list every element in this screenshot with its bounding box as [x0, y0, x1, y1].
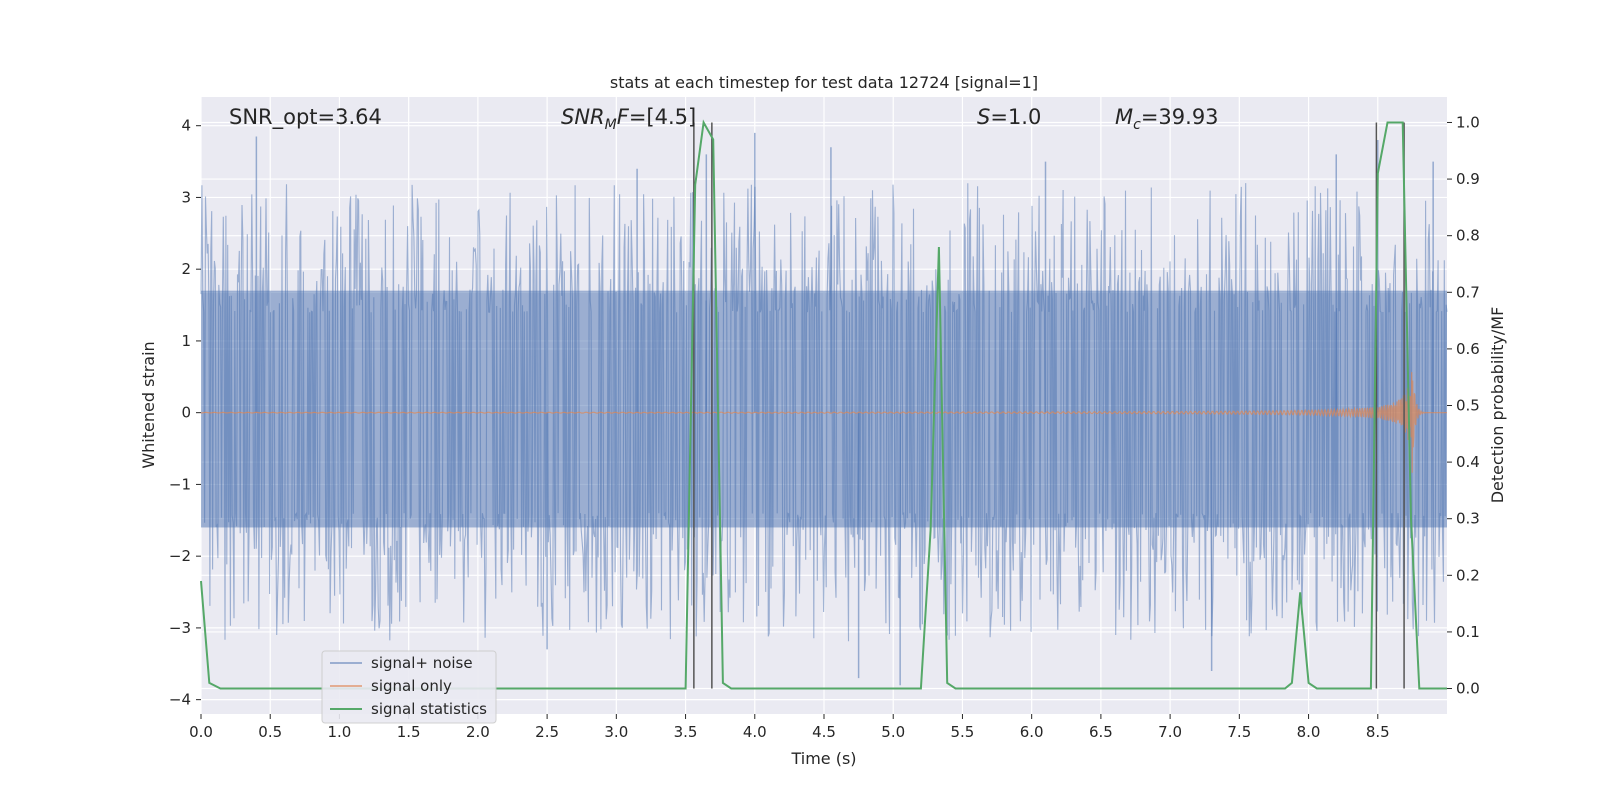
y2-axis-label: Detection probability/MF: [1488, 307, 1507, 504]
y2-tick-label-4: 0.4: [1456, 453, 1480, 471]
y-tick-label-6: 2: [181, 260, 191, 278]
x-axis-label: Time (s): [790, 749, 856, 768]
annotation-s: S=1.0: [977, 105, 1041, 129]
signal-only-series: [201, 372, 1447, 473]
x-tick-label-3: 1.5: [397, 723, 421, 741]
x-tick-label-14: 7.0: [1158, 723, 1182, 741]
x-tick-label-5: 2.5: [535, 723, 559, 741]
y-tick-label-7: 3: [181, 188, 191, 206]
x-tick-label-2: 1.0: [328, 723, 352, 741]
chirp-trace: [201, 372, 1447, 473]
x-tick-label-10: 5.0: [881, 723, 905, 741]
y2-tick-label-5: 0.5: [1456, 397, 1480, 415]
x-axis-ticks: 0.0 0.5 1.0 1.5 2.0 2.5 3.0 3.5 4.0 4.5 5.0 5.5 6.0 6…: [189, 714, 1390, 741]
y2-tick-label-2: 0.2: [1456, 566, 1480, 584]
legend-label-signal: signal only: [371, 677, 452, 695]
legend-label-noise: signal+ noise: [371, 654, 473, 672]
y2-tick-label-1: 0.1: [1456, 623, 1480, 641]
statistics-line: [200, 119, 1447, 690]
noise-trace: [200, 183, 1448, 642]
y-tick-label-2: −2: [169, 547, 191, 565]
x-tick-label-7: 3.5: [674, 723, 698, 741]
y-axis-ticks: −4 −3 −2 −1 0 1 2 3 4: [169, 117, 201, 709]
y2-axis-ticks: 0.0 0.1 0.2 0.3 0.4 0.5 0.6 0.7 0.8 0.9 1.0: [1447, 113, 1480, 698]
y-tick-label-4: 0: [181, 404, 191, 422]
x-tick-label-9: 4.5: [812, 723, 836, 741]
y2-tick-label-6: 0.6: [1456, 340, 1480, 358]
y2-tick-label-3: 0.3: [1456, 510, 1480, 528]
y2-tick-label-9: 0.9: [1456, 170, 1480, 188]
y-tick-label-8: 4: [181, 117, 191, 135]
annotation-snr-mf: SNRMF=[4.5]: [561, 105, 696, 133]
annotation-mc: Mc=39.93: [1115, 105, 1219, 133]
y2-tick-label-8: 0.8: [1456, 227, 1480, 245]
x-tick-label-0: 0.0: [189, 723, 213, 741]
y-tick-label-1: −3: [169, 619, 191, 637]
x-tick-label-6: 3.0: [604, 723, 628, 741]
x-tick-label-16: 8.0: [1297, 723, 1321, 741]
x-tick-label-15: 7.5: [1227, 723, 1251, 741]
x-tick-label-11: 5.5: [951, 723, 975, 741]
chart-title: stats at each timestep for test data 127…: [610, 73, 1038, 92]
y2-tick-label-0: 0.0: [1456, 680, 1480, 698]
y-tick-label-3: −1: [169, 475, 191, 493]
legend-label-statistics: signal statistics: [371, 700, 487, 718]
signal-noise-series: [200, 132, 1448, 686]
x-tick-label-17: 8.5: [1366, 723, 1390, 741]
x-tick-label-1: 0.5: [258, 723, 282, 741]
y-tick-label-0: −4: [169, 691, 191, 709]
x-tick-label-4: 2.0: [466, 723, 490, 741]
legend-box: [321, 650, 497, 724]
signal-statistics-series: [200, 119, 1447, 690]
x-tick-label-12: 6.0: [1020, 723, 1044, 741]
y-axis-label: Whitened strain: [139, 341, 158, 468]
annotation-snr-opt: SNR_opt=3.64: [229, 105, 382, 130]
y-tick-label-5: 1: [181, 332, 191, 350]
legend: signal+ noise signal only signal statist…: [321, 650, 497, 724]
x-tick-label-13: 6.5: [1089, 723, 1113, 741]
y2-tick-label-7: 0.7: [1456, 283, 1480, 301]
x-tick-label-8: 4.0: [743, 723, 767, 741]
y2-tick-label-10: 1.0: [1456, 113, 1480, 131]
